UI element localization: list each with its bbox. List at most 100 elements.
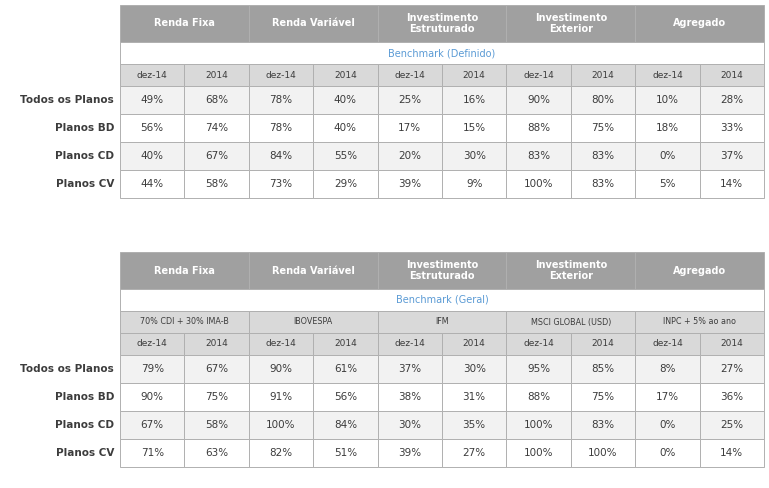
Text: 0%: 0% bbox=[659, 448, 676, 458]
Text: 20%: 20% bbox=[398, 151, 421, 161]
Bar bbox=[635, 355, 700, 383]
Text: Planos BD: Planos BD bbox=[55, 392, 114, 402]
Bar bbox=[249, 383, 313, 411]
Bar bbox=[378, 114, 442, 142]
Bar bbox=[313, 439, 378, 467]
Bar bbox=[507, 383, 571, 411]
Bar bbox=[249, 411, 313, 439]
Text: 61%: 61% bbox=[334, 364, 357, 374]
Bar bbox=[635, 64, 700, 86]
Text: 56%: 56% bbox=[141, 123, 164, 133]
Text: Todos os Planos: Todos os Planos bbox=[20, 364, 114, 374]
Bar bbox=[378, 311, 507, 333]
Text: 55%: 55% bbox=[334, 151, 357, 161]
Text: 2014: 2014 bbox=[334, 340, 357, 348]
Bar bbox=[120, 333, 185, 355]
Bar bbox=[113, 252, 120, 289]
Bar bbox=[635, 311, 764, 333]
Bar bbox=[313, 355, 378, 383]
Bar bbox=[442, 64, 507, 86]
Text: Investimento
Estruturado: Investimento Estruturado bbox=[406, 13, 478, 34]
Bar bbox=[113, 42, 120, 64]
Text: Planos CV: Planos CV bbox=[55, 448, 114, 458]
Text: 75%: 75% bbox=[591, 392, 614, 402]
Bar bbox=[700, 411, 764, 439]
Bar bbox=[249, 355, 313, 383]
Bar bbox=[120, 170, 185, 198]
Bar bbox=[571, 383, 635, 411]
Text: 84%: 84% bbox=[334, 420, 357, 430]
Bar bbox=[249, 439, 313, 467]
Bar bbox=[185, 411, 249, 439]
Bar bbox=[185, 439, 249, 467]
Text: 100%: 100% bbox=[524, 448, 554, 458]
Bar bbox=[571, 170, 635, 198]
Bar bbox=[313, 86, 378, 114]
Text: Investimento
Estruturado: Investimento Estruturado bbox=[406, 260, 478, 281]
Bar bbox=[249, 311, 378, 333]
Bar bbox=[635, 170, 700, 198]
Text: 75%: 75% bbox=[591, 123, 614, 133]
Bar bbox=[113, 114, 120, 142]
Text: Benchmark (Geral): Benchmark (Geral) bbox=[395, 295, 488, 305]
Bar bbox=[120, 289, 764, 311]
Bar bbox=[635, 383, 700, 411]
Bar bbox=[571, 64, 635, 86]
Bar bbox=[113, 289, 120, 311]
Bar bbox=[113, 411, 120, 439]
Text: 63%: 63% bbox=[205, 448, 228, 458]
Bar bbox=[378, 355, 442, 383]
Text: 28%: 28% bbox=[721, 95, 744, 105]
Text: 83%: 83% bbox=[591, 151, 614, 161]
Text: 2014: 2014 bbox=[591, 340, 614, 348]
Bar bbox=[442, 411, 507, 439]
Text: dez-14: dez-14 bbox=[523, 340, 554, 348]
Bar bbox=[113, 170, 120, 198]
Text: 17%: 17% bbox=[398, 123, 421, 133]
Text: 25%: 25% bbox=[721, 420, 744, 430]
Text: dez-14: dez-14 bbox=[265, 70, 296, 80]
Bar bbox=[113, 86, 120, 114]
Text: 83%: 83% bbox=[527, 151, 550, 161]
Bar bbox=[571, 142, 635, 170]
Bar bbox=[571, 439, 635, 467]
Text: dez-14: dez-14 bbox=[394, 340, 425, 348]
Bar bbox=[442, 170, 507, 198]
Text: dez-14: dez-14 bbox=[394, 70, 425, 80]
Text: 27%: 27% bbox=[721, 364, 744, 374]
Text: 40%: 40% bbox=[334, 95, 357, 105]
Text: 38%: 38% bbox=[398, 392, 421, 402]
Text: Renda Fixa: Renda Fixa bbox=[154, 265, 215, 276]
Bar bbox=[249, 170, 313, 198]
Bar bbox=[120, 86, 185, 114]
Bar bbox=[185, 383, 249, 411]
Text: 90%: 90% bbox=[527, 95, 550, 105]
Bar bbox=[378, 411, 442, 439]
Bar bbox=[113, 64, 120, 86]
Bar bbox=[507, 64, 571, 86]
Bar bbox=[442, 355, 507, 383]
Text: dez-14: dez-14 bbox=[652, 70, 683, 80]
Text: 27%: 27% bbox=[463, 448, 486, 458]
Bar bbox=[507, 355, 571, 383]
Bar bbox=[442, 142, 507, 170]
Text: 83%: 83% bbox=[591, 179, 614, 189]
Text: 100%: 100% bbox=[266, 420, 296, 430]
Text: 79%: 79% bbox=[141, 364, 164, 374]
Bar bbox=[507, 439, 571, 467]
Bar bbox=[120, 5, 249, 42]
Text: Renda Variável: Renda Variável bbox=[271, 265, 355, 276]
Bar bbox=[313, 333, 378, 355]
Bar bbox=[507, 333, 571, 355]
Text: 25%: 25% bbox=[398, 95, 421, 105]
Bar bbox=[378, 383, 442, 411]
Bar bbox=[635, 411, 700, 439]
Text: 5%: 5% bbox=[659, 179, 676, 189]
Text: 67%: 67% bbox=[205, 364, 228, 374]
Bar bbox=[378, 333, 442, 355]
Bar bbox=[378, 252, 507, 289]
Text: IBOVESPA: IBOVESPA bbox=[294, 318, 333, 326]
Text: 49%: 49% bbox=[141, 95, 164, 105]
Text: Investimento
Exterior: Investimento Exterior bbox=[534, 13, 607, 34]
Text: 44%: 44% bbox=[141, 179, 164, 189]
